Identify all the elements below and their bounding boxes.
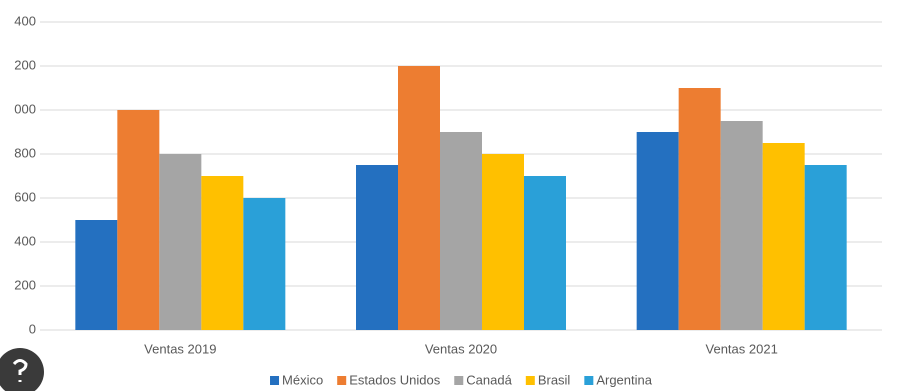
bar xyxy=(678,88,721,330)
x-tick-label: Ventas 2020 xyxy=(425,341,497,356)
y-tick-label: 0 xyxy=(29,321,36,336)
legend-label: México xyxy=(282,372,323,387)
bar xyxy=(243,198,286,330)
y-tick-label: 600 xyxy=(14,189,36,204)
bar xyxy=(159,154,202,330)
bar xyxy=(762,143,805,330)
legend-swatch xyxy=(270,376,280,385)
bar xyxy=(482,154,524,330)
legend-label: Argentina xyxy=(596,372,652,387)
y-tick-label: 400 xyxy=(14,13,36,28)
legend-label: Brasil xyxy=(538,372,571,387)
bar xyxy=(440,132,482,330)
bar xyxy=(524,176,566,330)
y-tick-label: 000 xyxy=(14,101,36,116)
x-tick-label: Ventas 2019 xyxy=(144,341,216,356)
legend-swatch xyxy=(454,376,464,385)
legend-swatch xyxy=(584,376,594,385)
legend-swatch xyxy=(337,376,347,385)
y-tick-label: 200 xyxy=(14,57,36,72)
bar xyxy=(720,121,763,330)
help-icon-glyph xyxy=(12,359,28,382)
legend-label: Estados Unidos xyxy=(349,372,441,387)
legend-swatch xyxy=(525,376,535,385)
y-tick-label: 200 xyxy=(14,277,36,292)
bar xyxy=(356,165,398,330)
bar xyxy=(201,176,244,330)
bar xyxy=(398,66,440,330)
legend-label: Canadá xyxy=(466,372,512,387)
x-tick-label: Ventas 2021 xyxy=(706,341,778,356)
bar xyxy=(636,132,679,330)
plot: 0 200 400 600 800 000 200 400 Ventas 2019 Ventas … xyxy=(14,13,882,387)
bar xyxy=(75,220,118,330)
y-tick-label: 800 xyxy=(14,145,36,160)
bar xyxy=(117,110,160,330)
bar xyxy=(804,165,847,330)
y-tick-label: 400 xyxy=(14,233,36,248)
